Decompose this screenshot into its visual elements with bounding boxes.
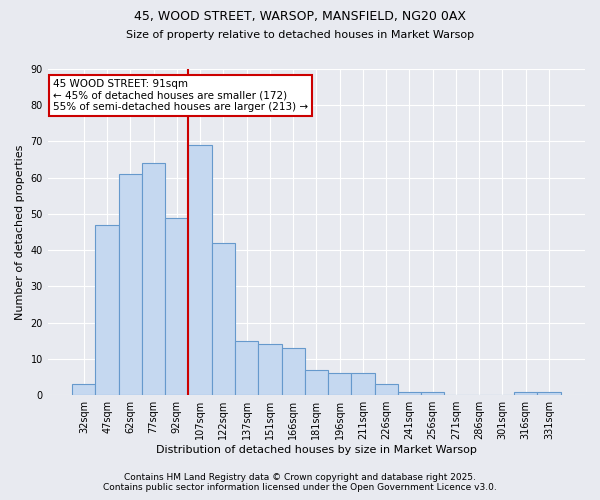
Bar (514, 392, 538, 395)
Bar (119, 174, 142, 395)
Bar (328, 374, 351, 395)
X-axis label: Distribution of detached houses by size in Market Warsop: Distribution of detached houses by size … (156, 445, 477, 455)
Bar (142, 163, 165, 395)
Bar (305, 370, 328, 395)
Y-axis label: Number of detached properties: Number of detached properties (15, 144, 25, 320)
Bar (398, 392, 421, 395)
Text: 45, WOOD STREET, WARSOP, MANSFIELD, NG20 0AX: 45, WOOD STREET, WARSOP, MANSFIELD, NG20… (134, 10, 466, 23)
Text: Size of property relative to detached houses in Market Warsop: Size of property relative to detached ho… (126, 30, 474, 40)
Bar (258, 344, 281, 395)
Bar (281, 348, 305, 395)
Bar (165, 218, 188, 395)
Bar (538, 392, 560, 395)
Bar (374, 384, 398, 395)
Bar (351, 374, 374, 395)
Bar (95, 225, 119, 395)
Text: 45 WOOD STREET: 91sqm
← 45% of detached houses are smaller (172)
55% of semi-det: 45 WOOD STREET: 91sqm ← 45% of detached … (53, 79, 308, 112)
Bar (188, 145, 212, 395)
Bar (421, 392, 445, 395)
Text: Contains HM Land Registry data © Crown copyright and database right 2025.
Contai: Contains HM Land Registry data © Crown c… (103, 473, 497, 492)
Bar (212, 243, 235, 395)
Bar (72, 384, 95, 395)
Bar (235, 341, 258, 395)
